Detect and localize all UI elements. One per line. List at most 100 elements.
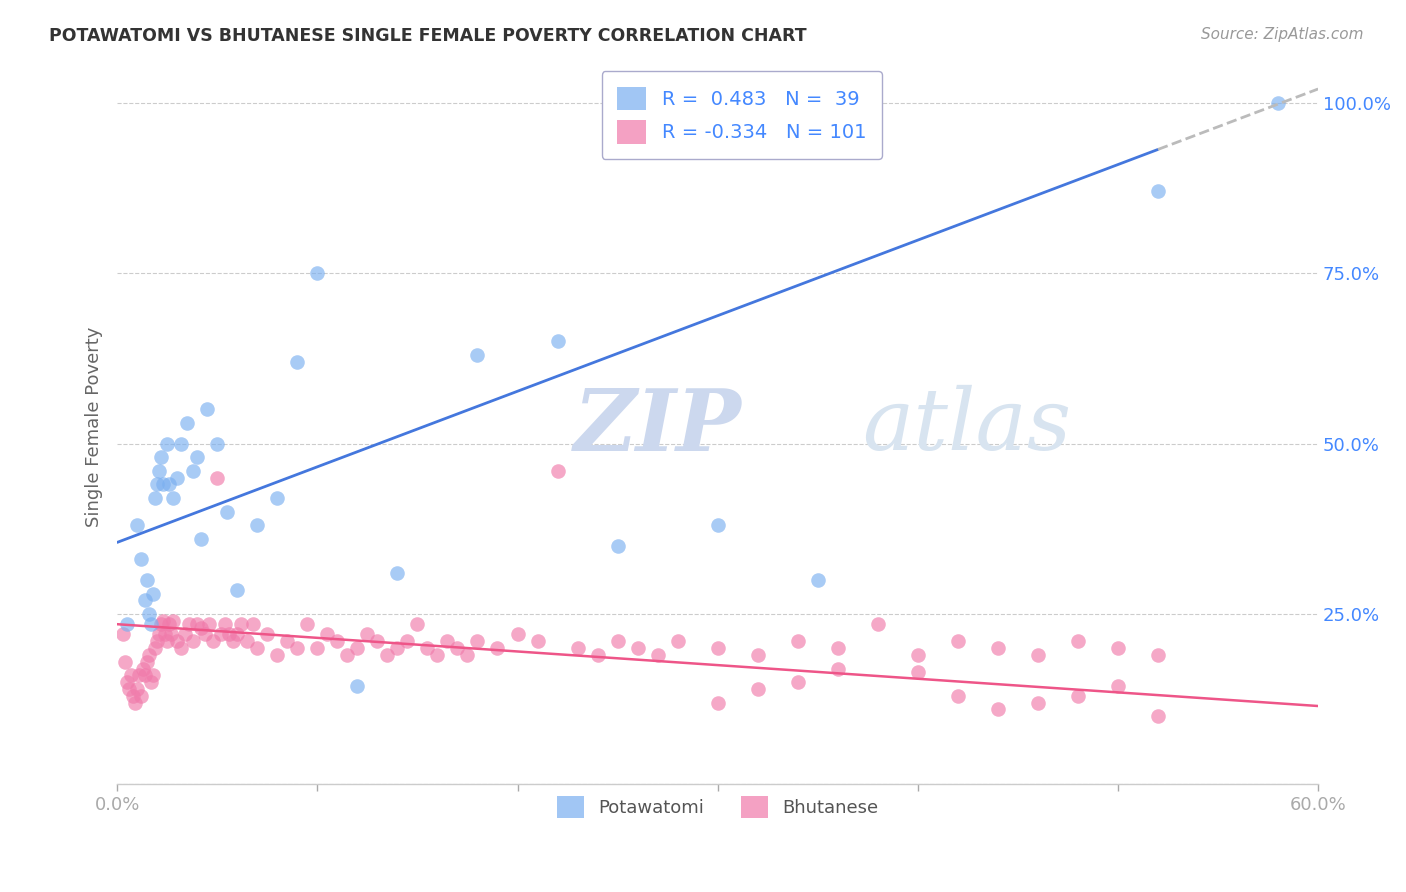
Point [179,617,201,632]
Point [606,634,628,648]
Point [124,696,146,710]
Point [141,617,163,632]
Point [181,464,204,478]
Point [170,436,193,450]
Point [467,634,489,648]
Text: atlas: atlas [862,385,1071,467]
Point [246,641,269,656]
Point [256,627,278,641]
Point [266,491,288,505]
Point [606,539,628,553]
Point [157,617,180,632]
Point [120,668,142,682]
Point [486,641,509,656]
Point [166,470,188,484]
Point [246,518,269,533]
Point [242,617,264,632]
Point [907,665,929,679]
Point [285,354,308,368]
Point [114,655,136,669]
Point [567,641,589,656]
Point [118,681,141,696]
Point [426,648,449,662]
Point [160,627,183,641]
Point [316,627,339,641]
Point [297,617,319,632]
Point [157,477,180,491]
Point [122,689,145,703]
Point [307,266,329,280]
Point [1107,679,1129,693]
Point [626,641,648,656]
Point [226,583,249,598]
Point [194,627,217,641]
Point [1267,95,1289,110]
Point [666,634,689,648]
Point [152,477,174,491]
Point [152,614,174,628]
Point [207,470,229,484]
Point [190,621,212,635]
Point [214,617,236,632]
Point [356,627,378,641]
Point [156,436,179,450]
Point [222,634,245,648]
Point [156,634,179,648]
Point [326,634,349,648]
Point [209,627,232,641]
Point [136,655,159,669]
Text: POTAWATOMI VS BHUTANESE SINGLE FEMALE POVERTY CORRELATION CHART: POTAWATOMI VS BHUTANESE SINGLE FEMALE PO… [49,27,807,45]
Point [231,617,253,632]
Point [141,675,163,690]
Point [190,532,212,546]
Point [166,634,188,648]
Point [142,586,165,600]
Point [396,634,419,648]
Point [186,617,208,632]
Point [807,573,830,587]
Point [467,348,489,362]
Point [285,641,308,656]
Point [377,648,399,662]
Point [786,675,808,690]
Point [150,617,173,632]
Point [155,627,177,641]
Point [647,648,669,662]
Point [366,634,388,648]
Point [142,668,165,682]
Point [406,617,429,632]
Point [129,689,152,703]
Point [170,641,193,656]
Point [547,464,569,478]
Point [506,627,529,641]
Point [1147,184,1170,198]
Y-axis label: Single Female Poverty: Single Female Poverty [86,326,103,526]
Point [115,617,138,632]
Point [162,491,184,505]
Point [786,634,808,648]
Point [586,648,609,662]
Point [198,617,221,632]
Point [456,648,478,662]
Point [946,634,969,648]
Point [1026,696,1049,710]
Point [1026,648,1049,662]
Point [387,641,409,656]
Point [827,661,849,675]
Point [134,668,156,682]
Point [706,696,728,710]
Point [1067,689,1090,703]
Point [747,648,769,662]
Point [218,627,240,641]
Point [866,617,889,632]
Point [276,634,298,648]
Point [150,450,173,465]
Point [127,681,149,696]
Point [436,634,458,648]
Point [195,402,218,417]
Point [987,702,1010,716]
Point [346,679,368,693]
Point [946,689,969,703]
Text: Source: ZipAtlas.com: Source: ZipAtlas.com [1201,27,1364,42]
Point [387,566,409,580]
